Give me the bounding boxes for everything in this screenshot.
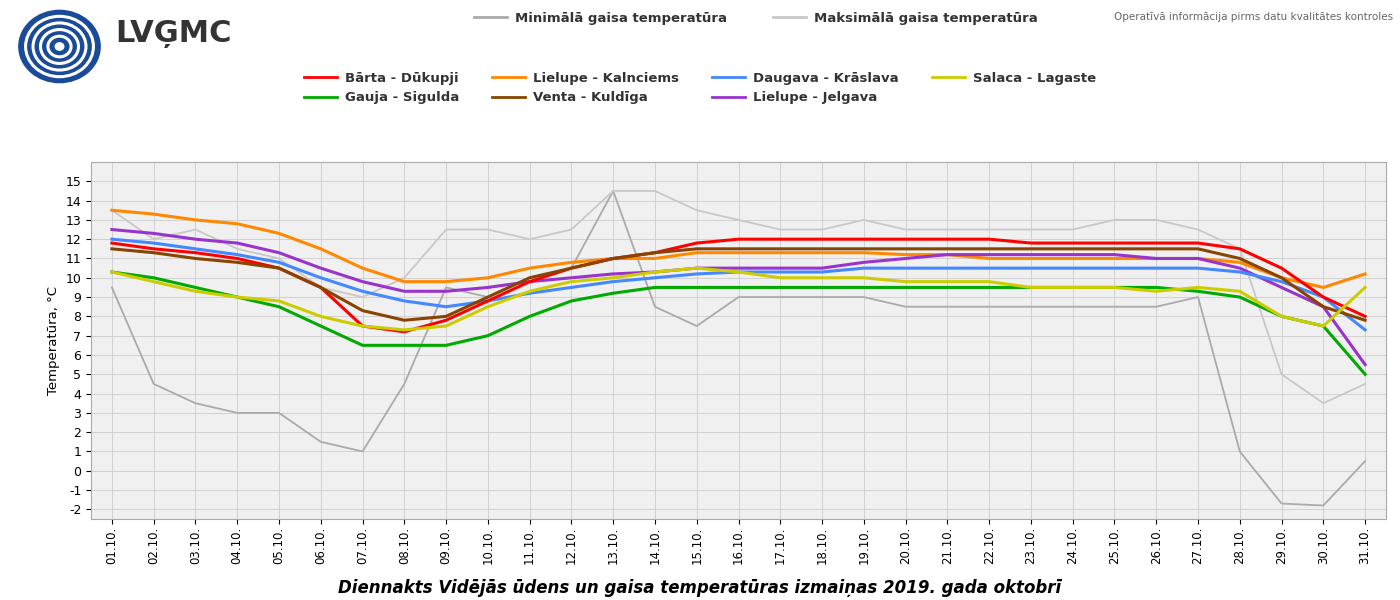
Circle shape — [18, 10, 101, 83]
Text: Operatīvā informācija pirms datu kvalitātes kontroles: Operatīvā informācija pirms datu kvalitā… — [1114, 12, 1393, 22]
Legend: Minimālā gaisa temperatūra, Maksimālā gaisa temperatūra: Minimālā gaisa temperatūra, Maksimālā ga… — [469, 7, 1043, 30]
Text: Diennakts Vidējās ūdens un gaisa temperatūras izmaiņas 2019. gada oktobrī: Diennakts Vidējās ūdens un gaisa tempera… — [339, 579, 1061, 597]
Text: LVĢMC: LVĢMC — [115, 19, 231, 47]
Y-axis label: Temperatūra, °C: Temperatūra, °C — [46, 286, 60, 395]
Circle shape — [55, 42, 64, 51]
Legend: Bārta - Dūkupji, Gauja - Sigulda, Lielupe - Kalnciems, Venta - Kuldīga, Daugava : Bārta - Dūkupji, Gauja - Sigulda, Lielup… — [300, 67, 1100, 110]
